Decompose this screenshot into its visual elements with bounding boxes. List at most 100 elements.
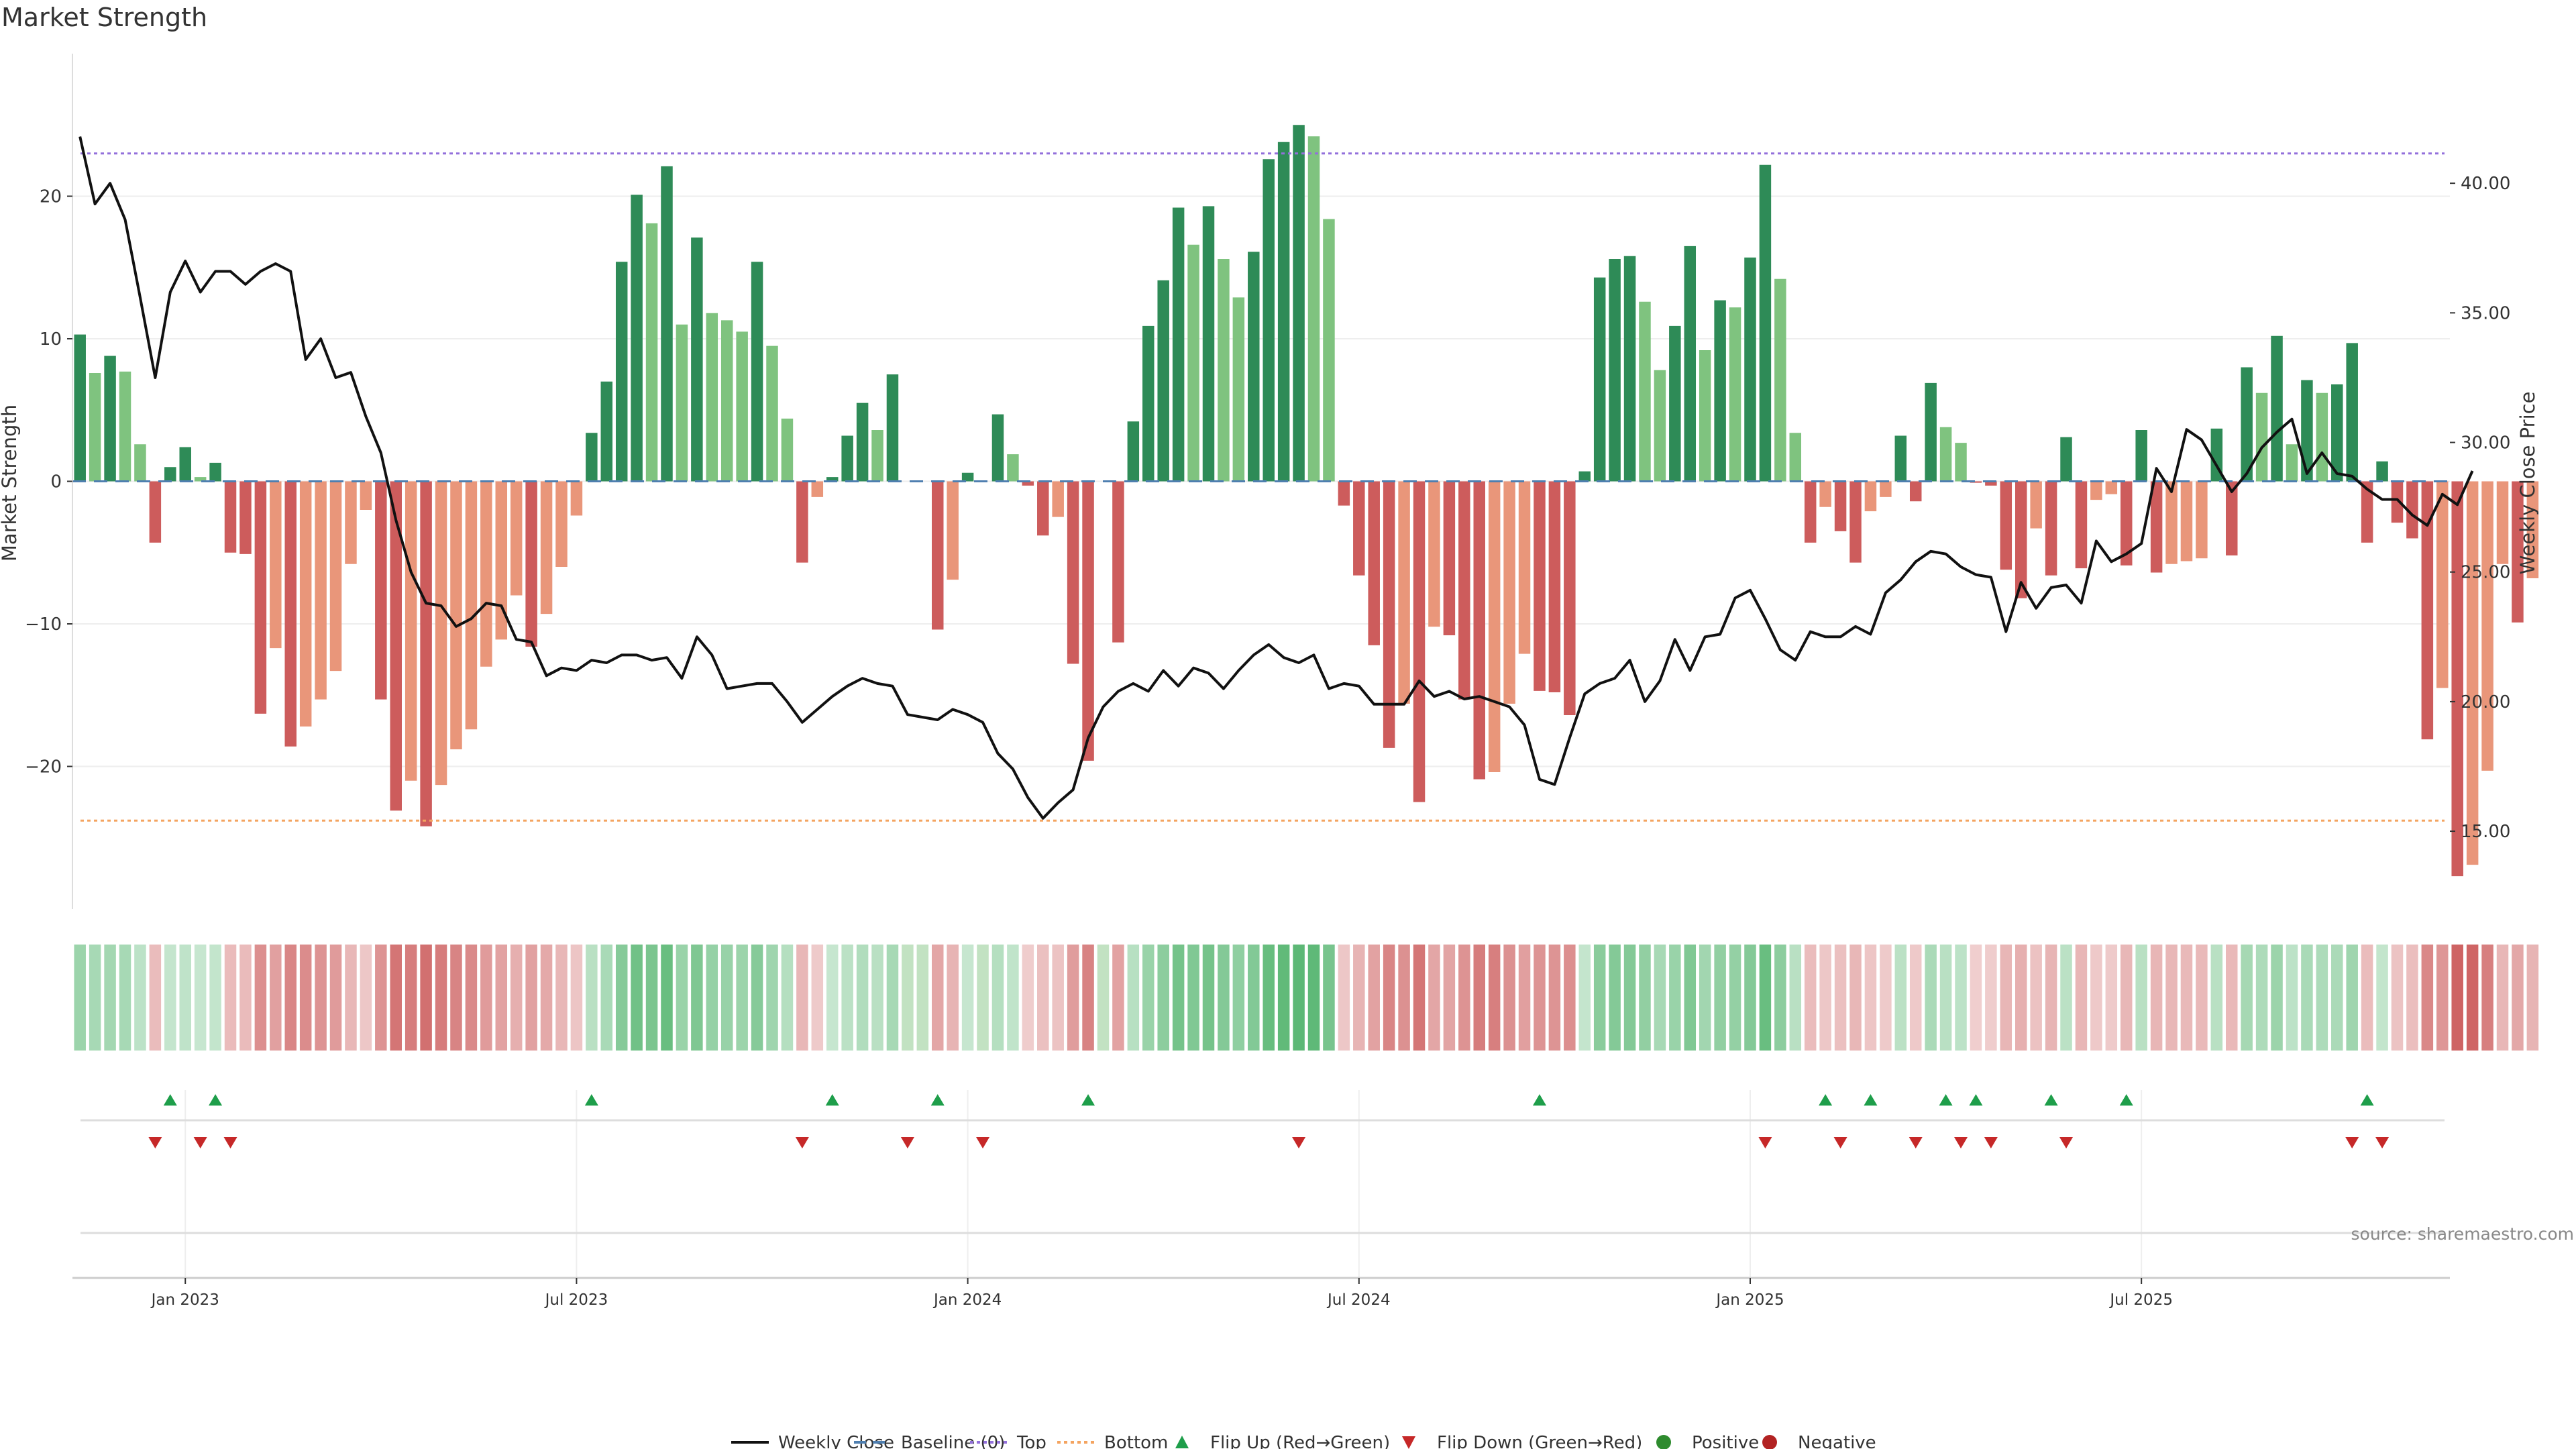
y-right-tick-label: 15.00 xyxy=(2461,822,2510,842)
strength-bar xyxy=(1428,481,1440,627)
heat-cell xyxy=(2226,945,2238,1051)
heat-cell xyxy=(345,945,357,1051)
heat-cell xyxy=(224,945,237,1051)
strength-bar xyxy=(2376,461,2388,482)
legend-label: Baseline (0) xyxy=(901,1433,1005,1449)
heat-cell xyxy=(1263,945,1275,1051)
strength-bar xyxy=(1864,481,1877,512)
strength-bar xyxy=(1714,300,1726,482)
flip-down-marker xyxy=(795,1137,809,1148)
heat-cell xyxy=(1548,945,1561,1051)
flip-up-marker xyxy=(1864,1094,1878,1106)
legend-flip-up-icon xyxy=(1175,1436,1189,1448)
strength-bar xyxy=(2466,481,2479,865)
heat-cell xyxy=(1684,945,1697,1051)
strength-bar xyxy=(1939,427,1952,482)
strength-bar xyxy=(1202,206,1215,482)
strength-bar xyxy=(2406,481,2418,539)
heat-cell xyxy=(871,945,883,1051)
heat-cell xyxy=(676,945,688,1051)
heat-cell xyxy=(1488,945,1501,1051)
heat-cell xyxy=(465,945,478,1051)
legend-item: Top xyxy=(970,1433,1046,1449)
strength-bar xyxy=(89,373,101,482)
strength-bar xyxy=(2150,481,2163,573)
heat-cell xyxy=(525,945,537,1051)
strength-bar xyxy=(736,331,748,482)
weekly-close-path xyxy=(78,136,2474,820)
heat-cell xyxy=(2481,945,2493,1051)
heat-cell xyxy=(2210,945,2223,1051)
heat-cell xyxy=(2075,945,2088,1051)
strength-bar xyxy=(1413,481,1426,802)
heat-cell xyxy=(1307,945,1320,1051)
heat-cell xyxy=(1774,945,1786,1051)
strength-bar xyxy=(299,481,312,727)
strength-bar xyxy=(1052,481,1064,517)
strength-bar xyxy=(1593,277,1606,482)
heat-cell xyxy=(1503,945,1515,1051)
strength-bar xyxy=(1172,207,1185,482)
heat-cell xyxy=(329,945,342,1051)
strength-bar xyxy=(2451,481,2463,877)
strength-bar xyxy=(1187,244,1199,482)
heat-cell xyxy=(991,945,1004,1051)
heat-cell xyxy=(2135,945,2147,1051)
flip-down-marker xyxy=(1984,1137,1998,1148)
heat-cell xyxy=(2241,945,2253,1051)
strength-heat-strip xyxy=(74,945,2539,1051)
heat-cell xyxy=(2165,945,2178,1051)
y-left-tick-label: 20 xyxy=(40,187,62,207)
y-left-tick-label: −20 xyxy=(25,757,62,777)
strength-bar xyxy=(284,481,297,747)
y-left-tick-label: −10 xyxy=(25,614,62,635)
strength-bar xyxy=(2436,481,2449,688)
strength-bar xyxy=(104,356,116,482)
heat-cell xyxy=(1518,945,1531,1051)
heat-cell xyxy=(1293,945,1305,1051)
heat-cell xyxy=(1248,945,1260,1051)
heat-cell xyxy=(1744,945,1756,1051)
strength-bar xyxy=(931,481,944,630)
strength-bar xyxy=(706,313,718,482)
legend-item: Flip Down (Green→Red) xyxy=(1402,1433,1642,1449)
heat-cell xyxy=(1654,945,1666,1051)
y-right-tick-label: 40.00 xyxy=(2461,174,2510,194)
legend-label: Top xyxy=(1016,1433,1046,1449)
flip-markers xyxy=(80,1094,2445,1234)
heat-cell xyxy=(1428,945,1440,1051)
heat-cell xyxy=(2421,945,2434,1051)
heat-cell xyxy=(239,945,252,1051)
strength-bar xyxy=(2120,481,2133,566)
heat-cell xyxy=(902,945,914,1051)
heat-cell xyxy=(1789,945,1802,1051)
heat-cell xyxy=(1127,945,1140,1051)
flip-up-marker xyxy=(1939,1094,1953,1106)
strength-bar xyxy=(2045,481,2057,576)
heat-cell xyxy=(1112,945,1124,1051)
strength-bar xyxy=(2015,481,2027,598)
strength-bar xyxy=(781,419,794,482)
strength-bar xyxy=(661,166,673,482)
strength-bar xyxy=(1925,382,1937,482)
strength-bar xyxy=(1849,481,1862,563)
heat-cell xyxy=(781,945,794,1051)
strength-bar xyxy=(2301,380,2313,482)
heat-cell xyxy=(1985,945,1997,1051)
heat-cell xyxy=(164,945,176,1051)
strength-bar xyxy=(1909,481,1922,502)
flip-down-marker xyxy=(1292,1137,1306,1148)
strength-bar xyxy=(315,481,327,700)
chart-title: Market Strength xyxy=(1,3,208,32)
heat-cell xyxy=(2286,945,2298,1051)
heat-cell xyxy=(1187,945,1199,1051)
heat-cell xyxy=(1714,945,1726,1051)
strength-bar xyxy=(2346,343,2358,482)
legend-item: Bottom xyxy=(1057,1433,1168,1449)
heat-cell xyxy=(947,945,959,1051)
strength-bar xyxy=(329,481,342,672)
heat-cell xyxy=(74,945,86,1051)
heat-cell xyxy=(2406,945,2418,1051)
strength-bar xyxy=(1443,481,1456,635)
heat-cell xyxy=(1413,945,1426,1051)
